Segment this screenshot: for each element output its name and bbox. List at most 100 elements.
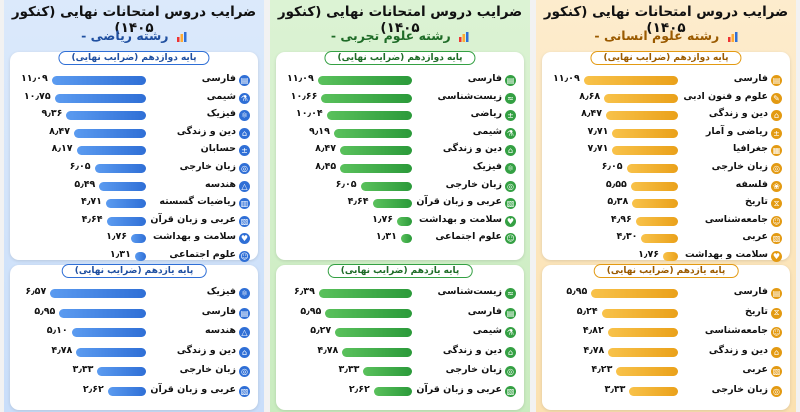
- category-label: علوم و فنون ادبی: [683, 90, 768, 102]
- bar: [400, 234, 412, 244]
- category-label: عربی و زبان قرآن: [150, 383, 236, 395]
- category-label: علوم اجتماعی: [435, 231, 502, 243]
- book-open-icon: ▧: [239, 215, 250, 227]
- bar-chart-icon: [176, 31, 187, 42]
- category-label: عربی: [742, 231, 768, 243]
- value-label: ۸٫۴۷: [49, 125, 71, 137]
- subtitle-text: رشته علوم انسانی -: [594, 28, 720, 43]
- category-label: شیمی: [206, 90, 236, 102]
- bar: [340, 163, 412, 173]
- value-label: ۱۰٫۰۴: [295, 108, 323, 120]
- subtitle-text: رشته ریاضی -: [81, 28, 169, 43]
- bar-row: ≈ زیست‌شناسی ۶٫۳۹: [276, 285, 524, 305]
- bar: [591, 289, 678, 298]
- category-label: تاریخ: [744, 305, 768, 317]
- value-label: ۷٫۷۱: [587, 125, 609, 137]
- value-label: ۱٫۷۶: [106, 231, 128, 243]
- category-label: حسابان: [200, 143, 236, 155]
- bar-row: ▤ فارسی ۵٫۹۵: [276, 305, 524, 325]
- bar: [397, 216, 412, 226]
- bar-row: ⌂ دین و زندگی ۸٫۴۷: [542, 107, 790, 125]
- value-label: ۶٫۳۹: [293, 286, 315, 297]
- category-label: فارسی: [733, 73, 768, 84]
- bar-row: ♥ سلامت و بهداشت ۱٫۷۶: [542, 248, 790, 266]
- bar: [51, 76, 146, 85]
- category-label: فارسی: [201, 73, 236, 84]
- value-label: ۴٫۳۰: [616, 231, 638, 243]
- bar: [663, 251, 678, 261]
- grade11-card: پایه یازدهم (ضرایب نهایی) ▤ فارسی ۵٫۹۵ ⧖ تار…: [542, 264, 790, 410]
- bar-row: ⧖ تاریخ ۵٫۳۸: [542, 195, 790, 213]
- bar-row: ☺ علوم اجتماعی ۱٫۳۱: [10, 248, 258, 266]
- value-label: ۴٫۷۱: [81, 196, 102, 208]
- bar-row: ⌂ دین و زندگی ۴٫۷۸: [542, 344, 790, 364]
- bar: [632, 199, 678, 209]
- globe-icon: ◎: [239, 366, 250, 378]
- grade12-card: پایه دوازدهم (ضرایب نهایی) ▤ فارسی ۱۱٫۰۹ ⚗ ش…: [10, 51, 258, 262]
- bar: [71, 328, 146, 338]
- category-label: شیمی: [472, 325, 502, 337]
- bar: [340, 146, 412, 156]
- category-label: زبان خارجی: [711, 160, 768, 172]
- bar: [612, 128, 678, 138]
- bar-row: ✎ علوم و فنون ادبی ۸٫۶۸: [542, 90, 790, 108]
- book-open-icon: ▧: [771, 366, 782, 378]
- mosque-icon: ⌂: [771, 346, 782, 358]
- bar: [54, 93, 146, 103]
- grade12-header: پایه دوازدهم (ضرایب نهایی): [324, 51, 476, 65]
- category-label: زبان خارجی: [179, 364, 236, 376]
- value-label: ۱٫۷۶: [372, 213, 394, 225]
- flask-icon: ⚗: [239, 92, 250, 104]
- bar: [106, 216, 146, 226]
- hourglass-icon: ⧖: [771, 198, 782, 210]
- heart-icon: ♥: [771, 250, 782, 262]
- bar: [626, 163, 678, 173]
- globe-icon: ◎: [505, 366, 516, 378]
- map-icon: ▦: [771, 145, 782, 157]
- subtitle-text: رشته علوم تجربی -: [330, 28, 451, 43]
- bar-row: ⌂ دین و زندگی ۴٫۷۸: [10, 344, 258, 364]
- bar: [363, 367, 412, 377]
- bar-chart-icon: [459, 31, 469, 42]
- category-label: فارسی: [467, 73, 502, 84]
- globe-icon: ◎: [771, 385, 782, 397]
- mosque-icon: ⌂: [239, 346, 250, 358]
- value-label: ۸٫۶۸: [579, 90, 601, 102]
- category-label: فارسی: [201, 305, 236, 317]
- bar-row: ◎ زبان خارجی ۶٫۰۵: [276, 178, 524, 196]
- bar-row: ☺ جامعه‌شناسی ۴٫۹۶: [542, 213, 790, 231]
- globe-icon: ◎: [505, 180, 516, 192]
- quill-icon: ✎: [771, 92, 782, 104]
- people-icon: ☺: [239, 250, 250, 262]
- book-icon: ▤: [771, 75, 782, 86]
- category-label: زبان خارجی: [179, 160, 236, 172]
- category-label: ریاضی: [470, 108, 502, 120]
- panel-title: ضرایب دروس امتحانات نهایی (کنکور ۱۴۰۵): [277, 4, 523, 36]
- grade11-bars: ≈ زیست‌شناسی ۶٫۳۹ ▤ فارسی ۵٫۹۵ ⚗ شیمی ۵٫۲۷ ⌂ دین و…: [276, 285, 524, 403]
- book-icon: ▤: [771, 288, 782, 299]
- heart-icon: ♥: [505, 215, 516, 227]
- value-label: ۲٫۶۲: [348, 383, 370, 395]
- bar: [94, 163, 146, 173]
- category-label: تاریخ: [744, 196, 768, 208]
- value-label: ۶٫۰۵: [69, 160, 91, 172]
- grade12-bars: ▤ فارسی ۱۱٫۰۹ ≈ زیست‌شناسی ۱۰٫۶۶ ± ریاضی ۱۰٫۰۴ ⚗ ش…: [276, 72, 524, 248]
- grade12-card: پایه دوازدهم (ضرایب نهایی) ▤ فارسی ۱۱٫۰۹ ✎ ع…: [542, 51, 790, 262]
- category-label: سلامت و بهداشت: [685, 248, 768, 260]
- bar: [326, 111, 412, 121]
- value-label: ۳٫۳۳: [338, 364, 360, 376]
- atom-icon: ⚛: [239, 288, 250, 299]
- bar-row: ▧ عربی و زبان قرآن ۲٫۶۲: [10, 383, 258, 403]
- people-icon: ☺: [771, 327, 782, 339]
- bar: [59, 308, 146, 318]
- heart-icon: ♥: [239, 233, 250, 245]
- bar-row: ♥ سلامت و بهداشت ۱٫۷۶: [276, 213, 524, 231]
- category-label: علوم اجتماعی: [169, 248, 236, 260]
- value-label: ۳٫۳۳: [604, 383, 626, 395]
- grade12-card: پایه دوازدهم (ضرایب نهایی) ▤ فارسی ۱۱٫۰۹ ≈ ز…: [276, 51, 524, 260]
- bar-row: ± ریاضی ۱۰٫۰۴: [276, 107, 524, 125]
- panel-subtitle: رشته علوم انسانی -: [536, 28, 796, 43]
- grade11-card: پایه یازدهم (ضرایب نهایی) ⚛ فیزیک ۶٫۵۷ ▤ فار…: [10, 264, 258, 410]
- category-label: زبان خارجی: [445, 364, 502, 376]
- bar: [612, 146, 678, 156]
